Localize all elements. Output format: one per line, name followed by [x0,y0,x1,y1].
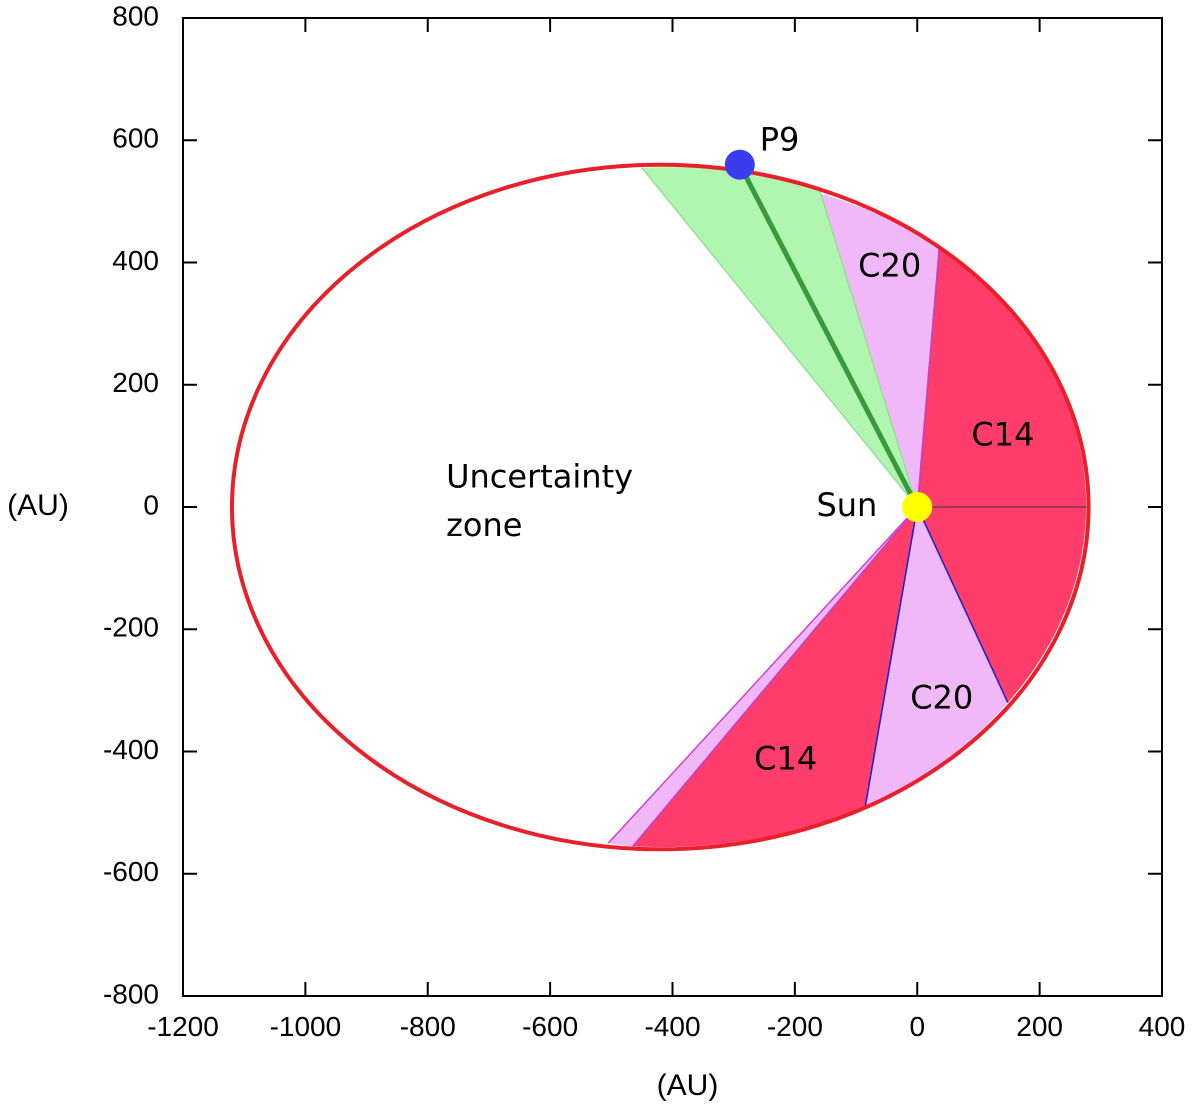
sector-label: C14 [971,416,1034,454]
axes: -1200 -1000 -800 -600 -400 -200 0 200 400 -800 -60… [103,0,1185,1042]
y-tick-label: -800 [103,978,159,1009]
sector-edge [818,188,918,508]
x-tick-label: -800 [400,1011,456,1042]
y-tick-label: -200 [103,612,159,643]
p9-direction-line [737,163,920,509]
y-tick-label: 0 [143,489,159,520]
sector-label: C20 [858,246,921,284]
annotation-text: zone [446,506,522,544]
y-tick-label: 800 [112,0,159,31]
x-tick-label: 200 [1016,1011,1063,1042]
sector-label: C14 [754,740,817,778]
x-tick-label: -1000 [270,1011,342,1042]
plot-area: C14 C20 C20 C14 P9 Sun Uncertainty zone [229,120,1091,852]
sector-edge [864,506,918,807]
sector-edge [916,247,941,508]
x-tick-label: -600 [522,1011,578,1042]
orbit-ellipse [229,162,1091,852]
sector-wedge [917,247,1087,703]
x-tick-label: 400 [1139,1011,1186,1042]
y-tick-label: -600 [103,856,159,887]
x-tick-label: -400 [644,1011,700,1042]
sector-edge [607,506,918,844]
sun-label: Sun [816,486,877,524]
y-tick-label: 600 [112,123,159,154]
y-axis-label: (AU) [7,489,69,522]
sector-edge [632,506,918,847]
sector-edge [916,506,1009,703]
sector-edge [641,167,918,508]
x-tick-label: -1200 [147,1011,219,1042]
y-tick-label: 400 [112,245,159,276]
y-tick-label: 200 [112,367,159,398]
y-tick-label: -400 [103,734,159,765]
sector-wedge [816,192,940,508]
sun-point [902,492,933,522]
p9-label: P9 [760,120,800,158]
x-tick-label: -200 [767,1011,823,1042]
p9-point [724,149,755,180]
sector-wedge [865,507,1008,807]
sector-label: C20 [910,679,973,717]
x-tick-label: 0 [909,1011,925,1042]
annotation-text: Uncertainty [446,457,633,495]
x-axis-label: (AU) [657,1069,719,1102]
